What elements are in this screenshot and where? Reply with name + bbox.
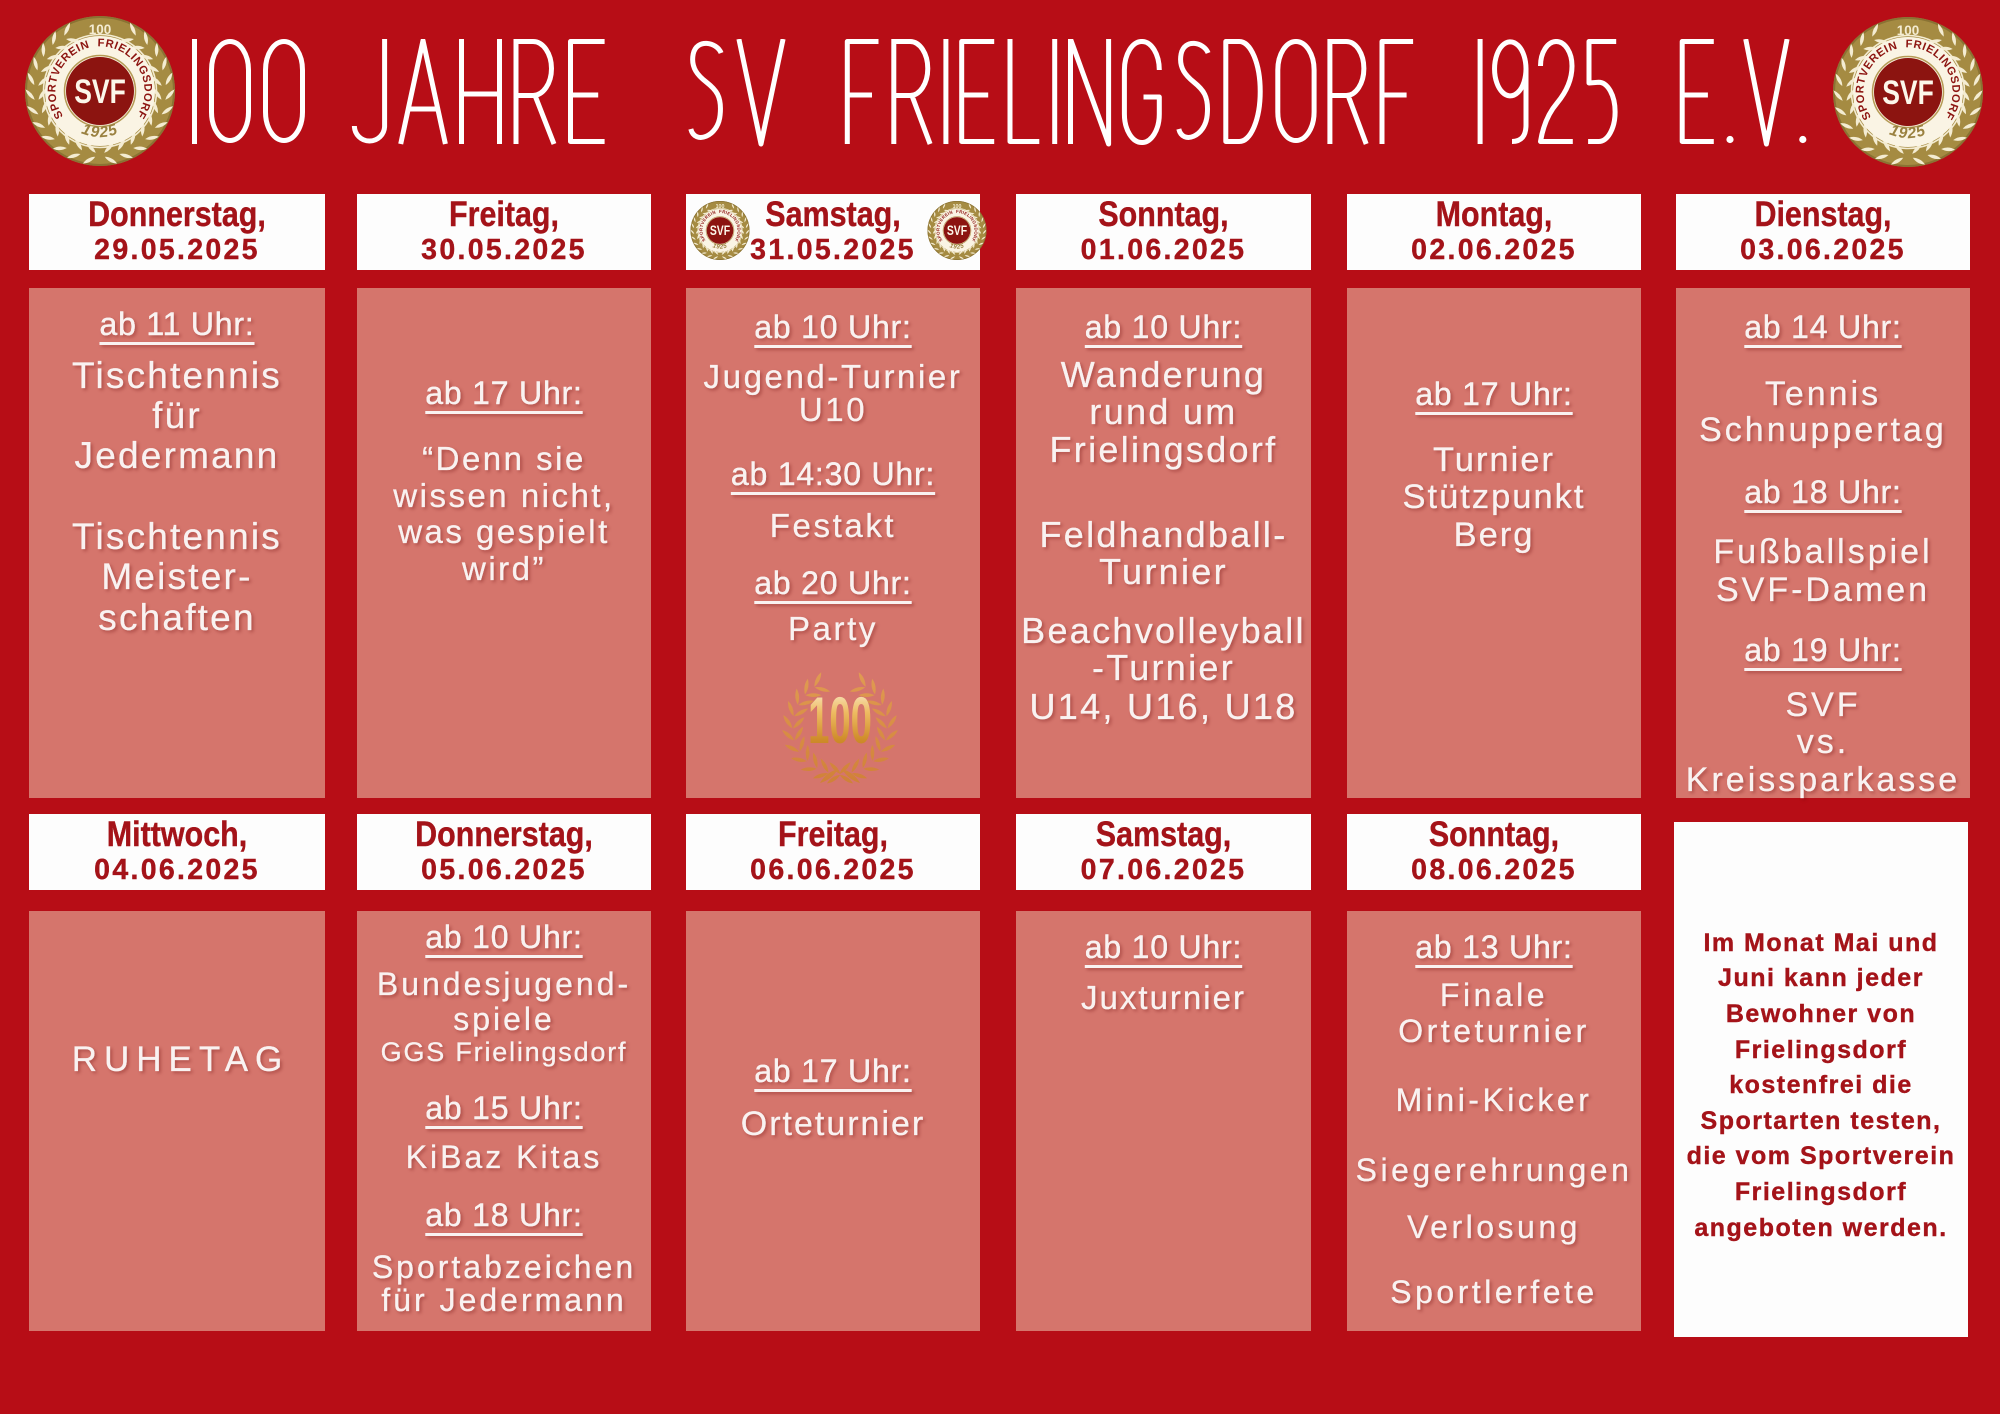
svg-text:100: 100 <box>808 684 872 757</box>
